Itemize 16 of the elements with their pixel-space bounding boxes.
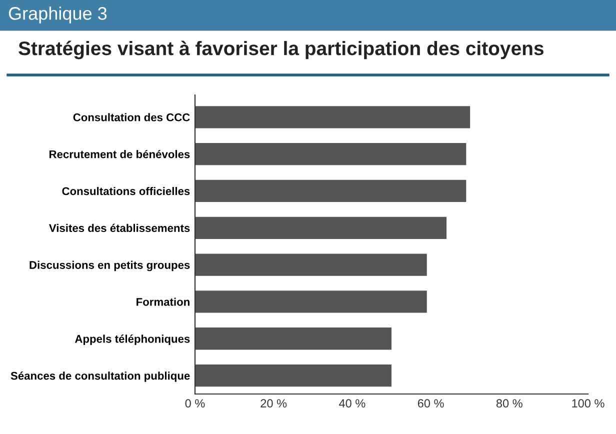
y-tick-label: Discussions en petits groupes <box>30 260 190 272</box>
x-tick-label: 80 % <box>496 399 522 408</box>
y-tick-label: Formation <box>136 298 190 306</box>
x-tick-label: 100 % <box>572 399 604 408</box>
y-tick-label: Consultation des CCC <box>73 113 190 122</box>
y-tick-label: Visites des établissements <box>48 224 190 232</box>
x-tick-label: 40 % <box>339 399 366 408</box>
y-tick-label: Appels téléphoniques <box>74 334 190 346</box>
x-tick-label: 60 % <box>418 399 444 408</box>
chart-subtitle: Stratégies visant à favoriser la participation des citoyens <box>18 40 544 60</box>
x-tick-label: 0 % <box>185 399 205 408</box>
y-tick-label: Recrutement de bénévoles <box>49 150 190 158</box>
y-tick-label: Séances de consultation publique <box>10 371 190 382</box>
chart-title: Graphique 3 <box>8 6 107 24</box>
y-tick-label: Consultations officielles <box>62 186 190 196</box>
x-tick-label: 20 % <box>260 399 287 408</box>
